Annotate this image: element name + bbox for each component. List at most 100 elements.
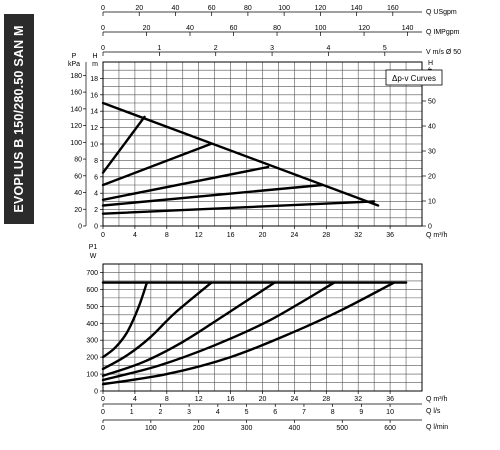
bottom-x-tick-label: 24 <box>291 396 299 403</box>
top-h-tick-label: 2 <box>94 207 98 214</box>
top-ft-axis-label: H <box>428 60 433 67</box>
top-series-line <box>101 200 376 215</box>
top-aux-tick-label: 80 <box>273 25 281 32</box>
bottom-w-tick-label: 100 <box>86 372 98 379</box>
top-ft-tick-label: 20 <box>428 174 436 181</box>
top-x-tick-label: 0 <box>101 232 105 239</box>
top-h-tick-label: 0 <box>94 224 98 231</box>
top-ft-tick-label: 10 <box>428 199 436 206</box>
bottom-w-tick-label: 500 <box>86 304 98 311</box>
bottom-series-line <box>101 281 396 386</box>
top-series-line <box>101 115 146 174</box>
bottom-aux-tick-label: 0 <box>101 409 105 416</box>
bottom-aux-tick-label: 4 <box>216 409 220 416</box>
bottom-aux-tick-label: 300 <box>241 425 253 432</box>
top-aux-tick-label: 3 <box>270 45 274 52</box>
top-h-tick-label: 8 <box>94 158 98 165</box>
bottom-aux-tick-label: 10 <box>386 409 394 416</box>
top-aux-tick-label: 0 <box>101 25 105 32</box>
bottom-w-tick-label: 700 <box>86 270 98 277</box>
top-aux-tick-label: 100 <box>315 25 327 32</box>
bottom-x-axis-label: Q m³/h <box>426 396 447 403</box>
top-p-tick-label: 60 <box>74 173 82 180</box>
top-aux-tick-label: 140 <box>351 5 363 12</box>
top-aux-tick-label: 120 <box>358 25 370 32</box>
bottom-aux-tick-label: 500 <box>336 425 348 432</box>
top-aux-axis-label: Q IMPgpm <box>426 29 460 36</box>
bottom-w-tick-label: 600 <box>86 287 98 294</box>
bottom-aux-tick-label: 9 <box>359 409 363 416</box>
bottom-w-tick-label: 200 <box>86 355 98 362</box>
top-aux-tick-label: 20 <box>143 25 151 32</box>
top-series-line <box>101 142 212 187</box>
top-aux-tick-label: 0 <box>101 5 105 12</box>
top-aux-tick-label: 120 <box>315 5 327 12</box>
top-aux-axis-label: Q USgpm <box>426 9 457 16</box>
bottom-series-line <box>101 281 276 377</box>
bottom-aux-tick-label: 8 <box>331 409 335 416</box>
top-aux-tick-label: 0 <box>101 45 105 52</box>
bottom-aux-tick-label: 7 <box>302 409 306 416</box>
top-aux-tick-label: 5 <box>383 45 387 52</box>
top-h-tick-label: 18 <box>90 76 98 83</box>
top-x-tick-label: 12 <box>195 232 203 239</box>
bottom-aux-tick-label: 0 <box>101 425 105 432</box>
top-p-tick-label: 100 <box>70 140 82 147</box>
top-aux-tick-label: 60 <box>208 5 216 12</box>
top-x-tick-label: 32 <box>354 232 362 239</box>
bottom-aux-tick-label: 400 <box>289 425 301 432</box>
bottom-aux-tick-label: 200 <box>193 425 205 432</box>
bottom-x-tick-label: 32 <box>354 396 362 403</box>
top-h-tick-label: 14 <box>90 109 98 116</box>
top-aux-tick-label: 4 <box>326 45 330 52</box>
top-p-tick-label: 40 <box>74 190 82 197</box>
top-x-tick-label: 8 <box>165 232 169 239</box>
bottom-aux-axis-label: Q l/s <box>426 408 441 415</box>
bottom-x-tick-label: 28 <box>322 396 330 403</box>
top-series-line <box>101 101 380 207</box>
top-aux-tick-label: 1 <box>157 45 161 52</box>
bottom-aux-tick-label: 600 <box>384 425 396 432</box>
bottom-w-axis-label: P1 <box>89 244 98 251</box>
top-x-tick-label: 4 <box>133 232 137 239</box>
top-p-tick-label: 160 <box>70 90 82 97</box>
bottom-x-tick-label: 20 <box>259 396 267 403</box>
top-aux-tick-label: 40 <box>172 5 180 12</box>
bottom-w-tick-label: 300 <box>86 338 98 345</box>
top-h-tick-label: 6 <box>94 174 98 181</box>
top-x-tick-label: 16 <box>227 232 235 239</box>
bottom-w-tick-label: 400 <box>86 321 98 328</box>
top-p-tick-label: 180 <box>70 73 82 80</box>
top-aux-tick-label: 80 <box>244 5 252 12</box>
top-x-tick-label: 36 <box>386 232 394 239</box>
bottom-aux-tick-label: 1 <box>130 409 134 416</box>
bottom-x-tick-label: 36 <box>386 396 394 403</box>
top-p-tick-label: 0 <box>78 224 82 231</box>
top-p-tick-label: 20 <box>74 207 82 214</box>
top-ft-tick-label: 50 <box>428 99 436 106</box>
top-x-tick-label: 20 <box>259 232 267 239</box>
bottom-x-tick-label: 0 <box>101 396 105 403</box>
top-aux-tick-label: 100 <box>278 5 290 12</box>
bottom-aux-tick-label: 100 <box>145 425 157 432</box>
top-series-line <box>101 165 270 201</box>
top-aux-tick-label: 2 <box>214 45 218 52</box>
bottom-aux-tick-label: 6 <box>273 409 277 416</box>
top-ft-tick-label: 0 <box>428 224 432 231</box>
side-banner: EVOPLUS B 150/280.50 SAN M <box>4 14 34 224</box>
top-series-line <box>101 183 324 207</box>
top-aux-axis-label: V m/s Ø 50 <box>426 49 461 56</box>
legend-label: Δp-v Curves <box>392 74 436 83</box>
top-p-tick-label: 120 <box>70 123 82 130</box>
bottom-w-axis-unit: W <box>90 253 97 260</box>
top-aux-tick-label: 60 <box>230 25 238 32</box>
top-ft-tick-label: 30 <box>428 149 436 156</box>
legend-box <box>385 69 443 86</box>
bottom-aux-tick-label: 5 <box>245 409 249 416</box>
top-h-tick-label: 10 <box>90 142 98 149</box>
bottom-x-tick-label: 8 <box>165 396 169 403</box>
top-x-tick-label: 24 <box>291 232 299 239</box>
bottom-x-tick-label: 12 <box>195 396 203 403</box>
bottom-w-tick-label: 0 <box>94 389 98 396</box>
bottom-series-line <box>101 281 149 359</box>
